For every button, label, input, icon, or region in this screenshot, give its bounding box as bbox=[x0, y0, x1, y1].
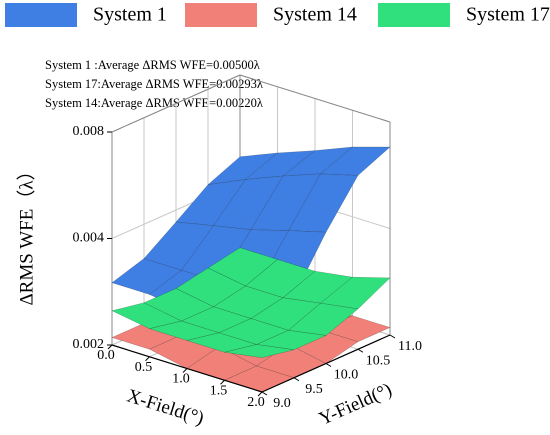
tick-mark bbox=[325, 363, 332, 367]
annotation: System 1 :Average ΔRMS WFE=0.00500λ bbox=[45, 58, 260, 72]
surface-cell bbox=[288, 173, 359, 233]
y-tick-label: 9.0 bbox=[273, 396, 291, 411]
tick-mark bbox=[107, 344, 113, 350]
y-tick-label: 11.0 bbox=[398, 339, 422, 354]
tick-mark bbox=[220, 379, 225, 385]
tick-mark bbox=[357, 348, 364, 353]
x-tick-label: 0.0 bbox=[97, 348, 115, 363]
z-tick-label: 0.008 bbox=[73, 124, 105, 139]
tick-mark bbox=[145, 356, 150, 362]
y-tick-label: 10.0 bbox=[334, 368, 359, 383]
surface-cell bbox=[224, 344, 295, 358]
x-tick-label: 1.5 bbox=[210, 383, 228, 398]
legend-label: System 1 bbox=[93, 4, 167, 26]
x-tick-label: 2.0 bbox=[247, 395, 265, 410]
y-tick-label: 10.5 bbox=[366, 353, 391, 368]
x-tick-label: 0.5 bbox=[135, 360, 153, 375]
y-axis-title: Y-Field(°) bbox=[316, 379, 395, 430]
legend-label: System 14 bbox=[273, 4, 357, 26]
tick-mark bbox=[257, 391, 263, 397]
tick-mark bbox=[182, 368, 188, 373]
z-tick-label: 0.002 bbox=[73, 337, 105, 352]
legend-swatch bbox=[378, 3, 450, 27]
annotation: System 17:Average ΔRMS WFE=0.00293λ bbox=[45, 77, 263, 91]
z-tick-label: 0.004 bbox=[73, 231, 105, 246]
legend-swatch bbox=[185, 3, 257, 27]
legend-swatch bbox=[5, 3, 77, 27]
x-axis-title: X-Field(°) bbox=[124, 386, 206, 430]
tick-mark bbox=[261, 391, 268, 396]
x-tick-label: 1.0 bbox=[172, 372, 190, 387]
axis-line bbox=[111, 74, 241, 133]
tick-mark bbox=[389, 334, 396, 339]
z-axis-title: ΔRMS WFE（λ） bbox=[15, 161, 37, 305]
y-tick-label: 9.5 bbox=[305, 382, 323, 397]
legend-label: System 17 bbox=[466, 4, 550, 26]
annotation: System 14:Average ΔRMS WFE=0.00220λ bbox=[45, 96, 263, 110]
tick-mark bbox=[293, 377, 300, 382]
axis-line bbox=[239, 74, 391, 123]
surface-cell bbox=[319, 276, 391, 310]
